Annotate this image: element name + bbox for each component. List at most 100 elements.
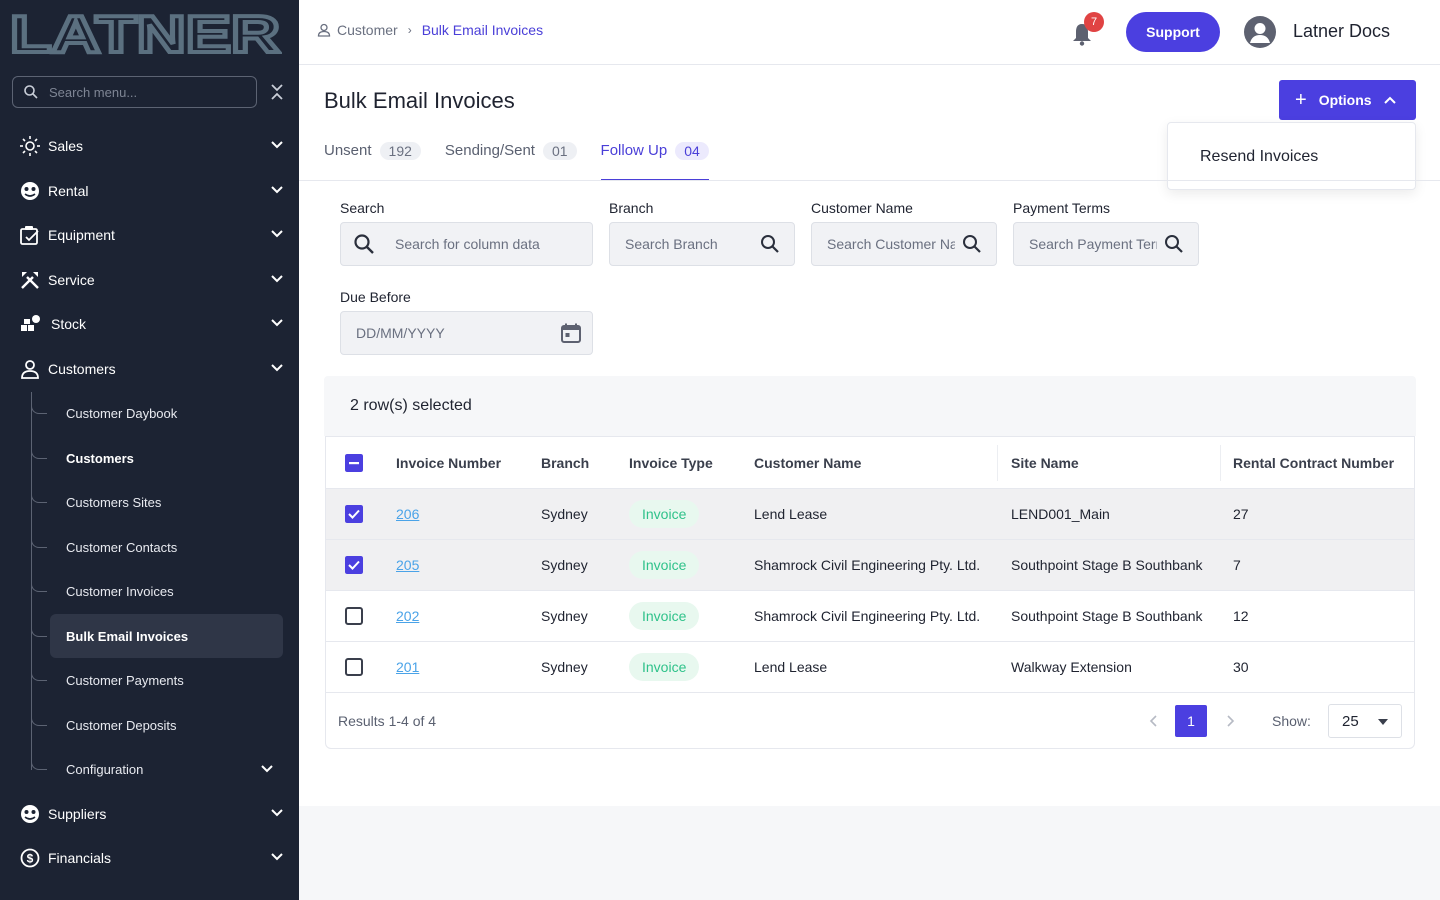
customer-name-label: Customer Name (811, 200, 913, 216)
sidebar-item-rental[interactable]: Rental (0, 171, 299, 211)
tab-count: 01 (542, 142, 577, 160)
sidebar-subitem-customer-invoices[interactable]: Customer Invoices (66, 583, 174, 599)
tab-sending-sent[interactable]: Sending/Sent 01 (445, 138, 577, 181)
sidebar-item-customers[interactable]: Customers (0, 349, 299, 389)
sidebar-item-equipment[interactable]: Equipment (0, 215, 299, 255)
sidebar-item-suppliers[interactable]: Suppliers (0, 794, 299, 834)
tab-follow-up[interactable]: Follow Up 04 (600, 138, 709, 181)
tree-connector (31, 481, 47, 503)
table-row[interactable]: 205 Sydney Invoice Shamrock Civil Engine… (326, 540, 1414, 591)
resend-invoices-menu-item[interactable]: Resend Invoices (1200, 148, 1319, 165)
chevron-down-icon (271, 141, 283, 149)
cell-contract-number: 27 (1233, 506, 1249, 522)
table-row[interactable]: 202 Sydney Invoice Shamrock Civil Engine… (326, 591, 1414, 642)
branch-input[interactable] (625, 236, 753, 252)
table-row[interactable]: 206 Sydney Invoice Lend Lease LEND001_Ma… (326, 489, 1414, 540)
row-checkbox[interactable] (345, 540, 363, 590)
service-icon (19, 269, 41, 291)
breadcrumb-root[interactable]: Customer (337, 22, 398, 38)
cell-customer-name: Shamrock Civil Engineering Pty. Ltd. (754, 557, 981, 573)
row-checkbox[interactable] (345, 591, 363, 641)
chevron-down-icon (271, 230, 283, 238)
invoice-type-pill: Invoice (629, 551, 700, 579)
chevron-down-icon (271, 275, 283, 283)
cell-site-name: LEND001_Main (1011, 506, 1110, 522)
user-name[interactable]: Latner Docs (1293, 21, 1391, 41)
breadcrumb-current[interactable]: Bulk Email Invoices (421, 22, 544, 38)
due-before-input[interactable] (356, 325, 546, 341)
payment-terms-input[interactable] (1029, 236, 1157, 252)
chevron-up-icon (1383, 96, 1396, 104)
tree-connector (31, 704, 47, 726)
menu-search[interactable] (12, 76, 257, 108)
sidebar-item-label: Suppliers (48, 806, 107, 822)
sidebar-subitem-customers-sites[interactable]: Customers Sites (66, 494, 162, 510)
current-page-button[interactable]: 1 (1175, 705, 1207, 737)
sidebar-item-label: Sales (48, 138, 84, 154)
sidebar-subitem-configuration[interactable]: Configuration (50, 747, 283, 791)
sidebar-subitem-customers[interactable]: Customers (66, 450, 134, 466)
search-field[interactable] (340, 222, 593, 266)
col-site-name[interactable]: Site Name (1011, 454, 1079, 471)
selected-count: 2 row(s) selected (350, 397, 472, 414)
cell-customer-name: Shamrock Civil Engineering Pty. Ltd. (754, 608, 981, 624)
select-all-checkbox[interactable] (345, 437, 363, 488)
avatar[interactable] (1244, 16, 1276, 48)
invoice-link[interactable]: 201 (396, 659, 420, 675)
options-dropdown: Resend Invoices (1167, 122, 1416, 190)
due-before-field[interactable] (340, 311, 593, 355)
table-row[interactable]: 201 Sydney Invoice Lend Lease Walkway Ex… (326, 642, 1414, 693)
invoice-link[interactable]: 206 (396, 506, 420, 522)
plus-icon: + (1295, 89, 1307, 111)
options-button[interactable]: + Options (1279, 80, 1416, 120)
sidebar-item-label: Stock (51, 316, 87, 332)
tab-unsent[interactable]: Unsent 192 (324, 138, 421, 181)
tree-connector (31, 748, 47, 770)
column-divider (997, 445, 998, 481)
search-input[interactable] (395, 236, 585, 252)
col-branch[interactable]: Branch (541, 454, 590, 471)
col-customer-name[interactable]: Customer Name (754, 454, 862, 471)
page-footer-band (299, 806, 1440, 900)
latner-logo[interactable]: LATNER (10, 10, 282, 56)
sidebar-item-stock[interactable]: Stock (0, 304, 299, 344)
due-before-label: Due Before (340, 289, 411, 305)
collapse-sidebar-icon[interactable] (268, 82, 286, 102)
chevron-down-icon (271, 809, 283, 817)
col-invoice-type[interactable]: Invoice Type (629, 454, 713, 471)
branch-field[interactable] (609, 222, 795, 266)
customer-name-input[interactable] (827, 236, 955, 252)
sidebar-subitem-customer-payments[interactable]: Customer Payments (66, 672, 184, 688)
sidebar-item-service[interactable]: Service (0, 260, 299, 300)
calendar-icon[interactable] (560, 322, 582, 344)
sidebar-item-financials[interactable]: $ Financials (0, 838, 299, 878)
search-label: Search (340, 200, 385, 216)
cell-customer-name: Lend Lease (754, 506, 828, 522)
user-avatar-icon (1250, 23, 1270, 43)
payment-terms-field[interactable] (1013, 222, 1199, 266)
row-checkbox[interactable] (345, 489, 363, 539)
tree-connector (31, 659, 47, 681)
col-invoice-number[interactable]: Invoice Number (396, 454, 502, 471)
sidebar-subitem-customer-daybook[interactable]: Customer Daybook (66, 405, 178, 421)
row-checkbox[interactable] (345, 642, 363, 692)
chevron-left-icon[interactable] (1148, 714, 1160, 728)
top-bar: Customer › Bulk Email Invoices 7 Support… (299, 0, 1440, 65)
invoice-link[interactable]: 205 (396, 557, 420, 573)
sidebar-subitem-customer-deposits[interactable]: Customer Deposits (66, 717, 177, 733)
support-button[interactable]: Support (1126, 12, 1220, 52)
chevron-down-icon (271, 186, 283, 194)
col-rental-contract-number[interactable]: Rental Contract Number (1233, 454, 1395, 471)
sidebar-subitem-bulk-email-invoices[interactable]: Bulk Email Invoices (50, 614, 283, 658)
svg-text:$: $ (27, 852, 34, 866)
search-icon (963, 235, 981, 253)
sidebar-subitem-customer-contacts[interactable]: Customer Contacts (66, 539, 178, 555)
invoice-link[interactable]: 202 (396, 608, 420, 624)
tab-count: 04 (675, 142, 709, 160)
chevron-right-icon[interactable] (1224, 714, 1236, 728)
page-size-select[interactable]: 25 (1328, 704, 1402, 738)
customer-name-field[interactable] (811, 222, 997, 266)
table-footer: Results 1-4 of 4 1 Show: 25 (326, 693, 1414, 749)
menu-search-input[interactable] (49, 84, 239, 100)
sidebar-item-sales[interactable]: Sales (0, 126, 299, 166)
